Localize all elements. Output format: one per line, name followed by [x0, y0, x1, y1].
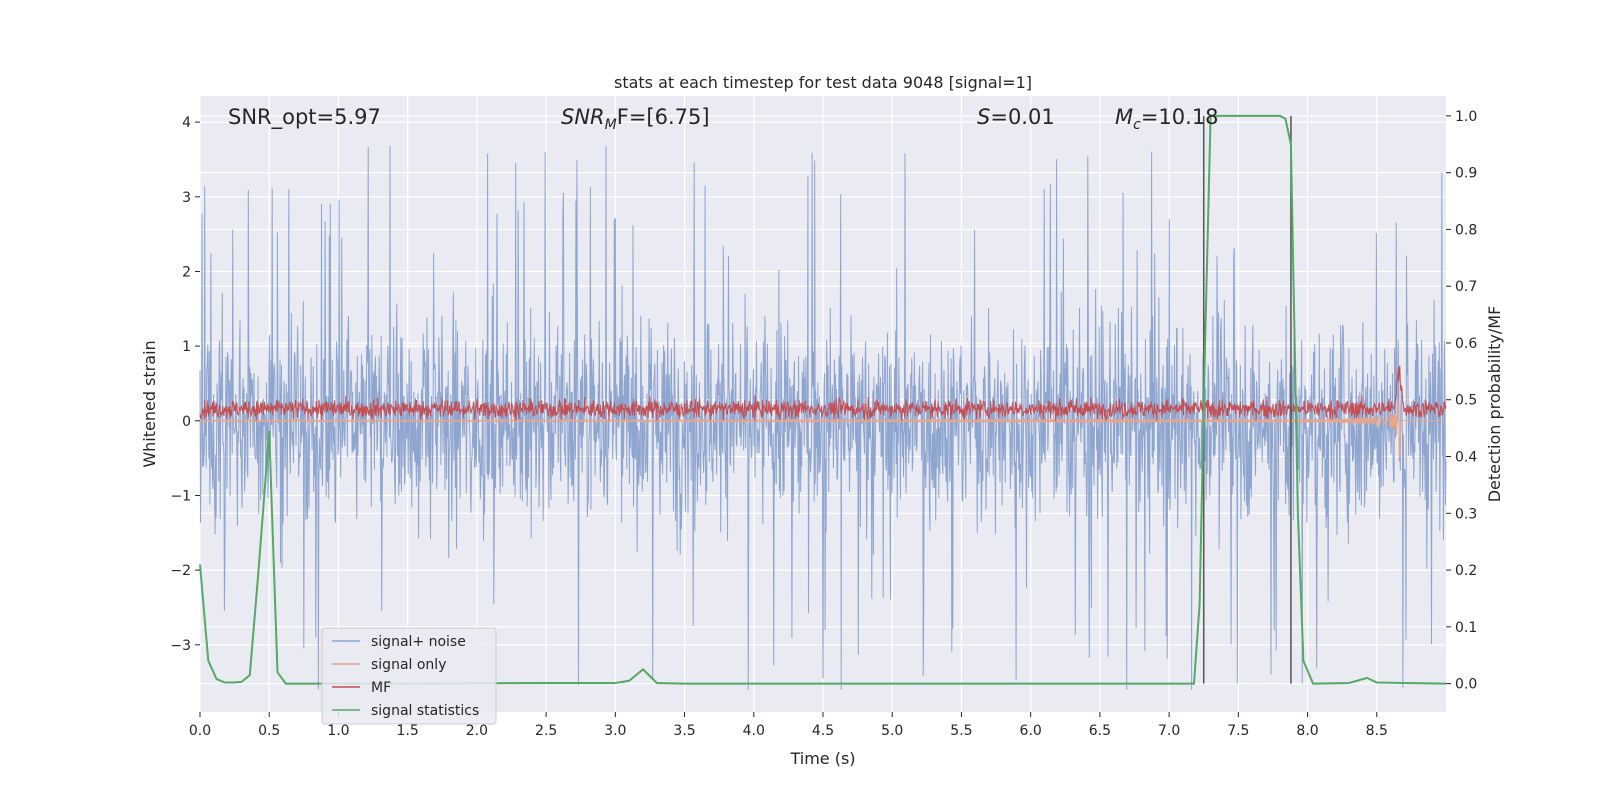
- y2-tick-label: 0.0: [1455, 677, 1477, 693]
- annotation-mc: Mc=10.18: [1115, 105, 1219, 133]
- x-axis-label: Time (s): [789, 749, 855, 768]
- signal-statistics-line: [199, 114, 1447, 685]
- snr-mf-base: SNR: [561, 105, 605, 129]
- s-var: S: [977, 105, 990, 129]
- y-tick-label: −2: [170, 563, 191, 579]
- mc-rest: =10.18: [1141, 105, 1219, 129]
- x-tick-label: 0.0: [189, 723, 211, 739]
- signal-noise-series: [199, 145, 1447, 690]
- signal-statistics-series: [199, 114, 1447, 685]
- legend-label-mf: MF: [371, 680, 391, 696]
- annotation-s: S=0.01: [977, 105, 1055, 129]
- y2-tick-label: 0.9: [1455, 166, 1477, 182]
- y2-tick-label: 1.0: [1455, 109, 1477, 125]
- legend-label-signal-statistics: signal statistics: [371, 703, 479, 719]
- legend-box: [321, 627, 497, 725]
- annotation-snr-opt: SNR_opt=5.97: [228, 105, 381, 130]
- x-tick-label: 8.5: [1366, 723, 1388, 739]
- snr-mf-sub: M: [605, 117, 617, 133]
- y2-tick-label: 0.6: [1455, 336, 1477, 352]
- y-axis-label: Whitened strain: [140, 340, 159, 467]
- x-tick-label: 3.0: [604, 723, 626, 739]
- mc-sub: c: [1133, 117, 1141, 133]
- mf-line: [199, 365, 1447, 421]
- y2-tick-label: 0.2: [1455, 563, 1477, 579]
- legend-label-signal-noise: signal+ noise: [371, 634, 466, 650]
- x-tick-label: 6.0: [1020, 723, 1042, 739]
- x-tick-label: 2.0: [466, 723, 488, 739]
- x-tick-label: 4.0: [743, 723, 765, 739]
- y-tick-label: −1: [170, 488, 191, 504]
- x-tick-label: 6.5: [1089, 723, 1111, 739]
- mc-base: M: [1115, 105, 1133, 129]
- signal-noise-line: [199, 145, 1447, 690]
- y2-tick-label: 0.4: [1455, 450, 1477, 466]
- x-tick-label: 2.5: [535, 723, 557, 739]
- x-tick-label: 0.5: [258, 723, 280, 739]
- y2-tick-label: 0.8: [1455, 222, 1477, 238]
- x-tick-label: 5.0: [881, 723, 903, 739]
- mf-series: [199, 365, 1447, 421]
- y-tick-label: 0: [182, 414, 191, 430]
- x-tick-label: 7.0: [1158, 723, 1180, 739]
- x-axis: 0.0 0.5 1.0 1.5 2.0 2.5 3.0 3.5 4.0 4.5 5.0 5.5 6.0 6…: [189, 712, 1388, 739]
- annotation-snr-mf: SNRMF=[6.75]: [561, 105, 710, 133]
- x-tick-label: 3.5: [673, 723, 695, 739]
- x-tick-label: 4.5: [812, 723, 834, 739]
- y2-axis-label: Detection probability/MF: [1485, 306, 1504, 503]
- x-tick-label: 5.5: [950, 723, 972, 739]
- legend-label-signal-only: signal only: [371, 657, 446, 673]
- signal-only-line: [199, 398, 1446, 459]
- legend: signal+ noise signal only MF signal stat…: [321, 627, 497, 725]
- x-tick-label: 1.0: [327, 723, 349, 739]
- chart-title: stats at each timestep for test data 904…: [614, 73, 1032, 92]
- x-tick-label: 1.5: [397, 723, 419, 739]
- y-axis-left: −3 −2 −1 0 1 2 3 4: [170, 115, 200, 654]
- y2-tick-label: 0.1: [1455, 620, 1477, 636]
- y-tick-label: 1: [182, 339, 191, 355]
- y-tick-label: −3: [170, 638, 191, 654]
- y2-tick-label: 0.7: [1455, 279, 1477, 295]
- y-axis-right: 0.0 0.1 0.2 0.3 0.4 0.5 0.6 0.7 0.8 0.9 1.0: [1446, 109, 1477, 693]
- x-tick-label: 7.5: [1227, 723, 1249, 739]
- y2-tick-label: 0.5: [1455, 393, 1477, 409]
- y-tick-label: 3: [182, 190, 191, 206]
- snr-mf-rest: F=[6.75]: [617, 105, 710, 129]
- x-tick-label: 8.0: [1296, 723, 1318, 739]
- s-rest: =0.01: [990, 105, 1054, 129]
- y-tick-label: 4: [182, 115, 191, 131]
- signal-only-series: [199, 398, 1446, 459]
- y2-tick-label: 0.3: [1455, 506, 1477, 522]
- y-tick-label: 2: [182, 264, 191, 280]
